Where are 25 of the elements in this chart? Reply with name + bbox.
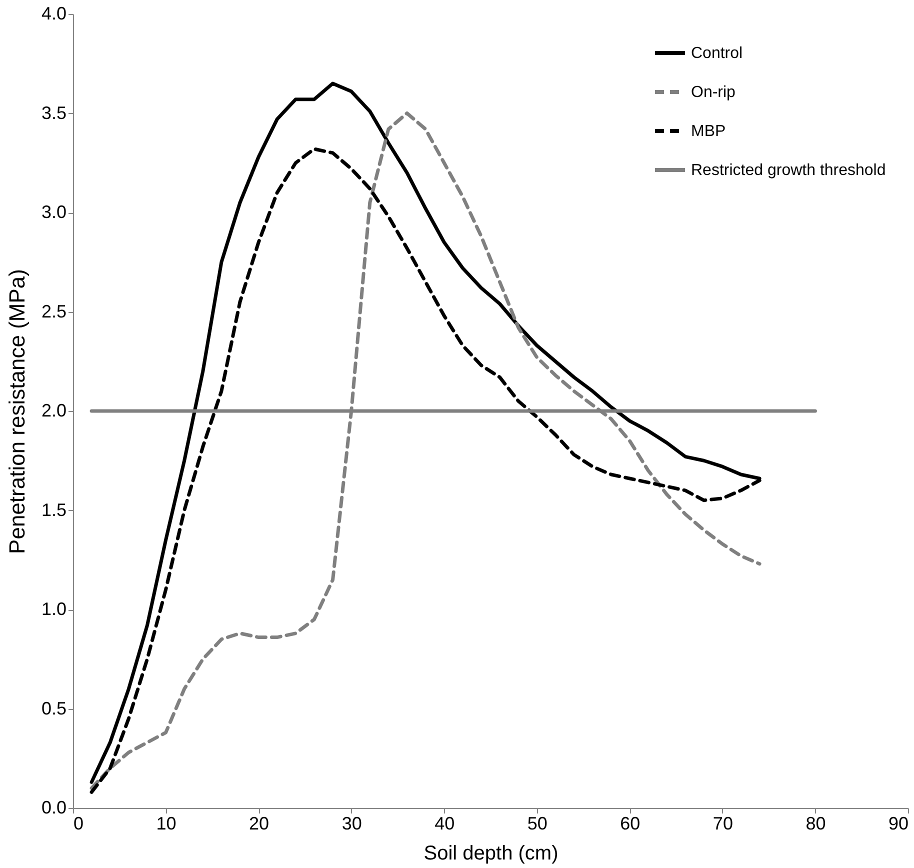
x-tick-label: 80 — [806, 814, 826, 834]
y-tick-label: 3.5 — [41, 102, 66, 123]
x-tick-label: 60 — [620, 814, 640, 834]
y-tick-label: 2.5 — [41, 301, 66, 322]
legend-label: MBP — [691, 123, 726, 140]
y-tick-label: 2.0 — [41, 400, 66, 420]
legend-label: On-rip — [691, 84, 736, 101]
x-tick-label: 90 — [888, 814, 908, 834]
x-tick-label: 0 — [74, 814, 84, 834]
x-tick-label: 20 — [249, 814, 270, 834]
y-tick-label: 3.0 — [41, 202, 66, 222]
legend-label: Restricted growth threshold — [691, 162, 886, 179]
x-tick-label: 10 — [156, 814, 176, 834]
y-tick-label: 1.0 — [41, 599, 66, 619]
x-tick-label: 50 — [527, 814, 548, 834]
x-tick-label: 40 — [434, 814, 455, 834]
legend-label: Control — [691, 45, 743, 62]
x-tick-label: 70 — [712, 814, 733, 834]
y-tick-label: 4.0 — [41, 4, 66, 24]
y-tick-label: 1.5 — [41, 500, 66, 520]
y-tick-label: 0.5 — [41, 698, 66, 718]
x-axis-title: Soil depth (cm) — [424, 842, 558, 864]
x-tick-label: 30 — [342, 814, 362, 834]
y-axis-title: Penetration resistance (MPa) — [4, 269, 30, 554]
y-tick-label: 0.0 — [41, 798, 66, 818]
